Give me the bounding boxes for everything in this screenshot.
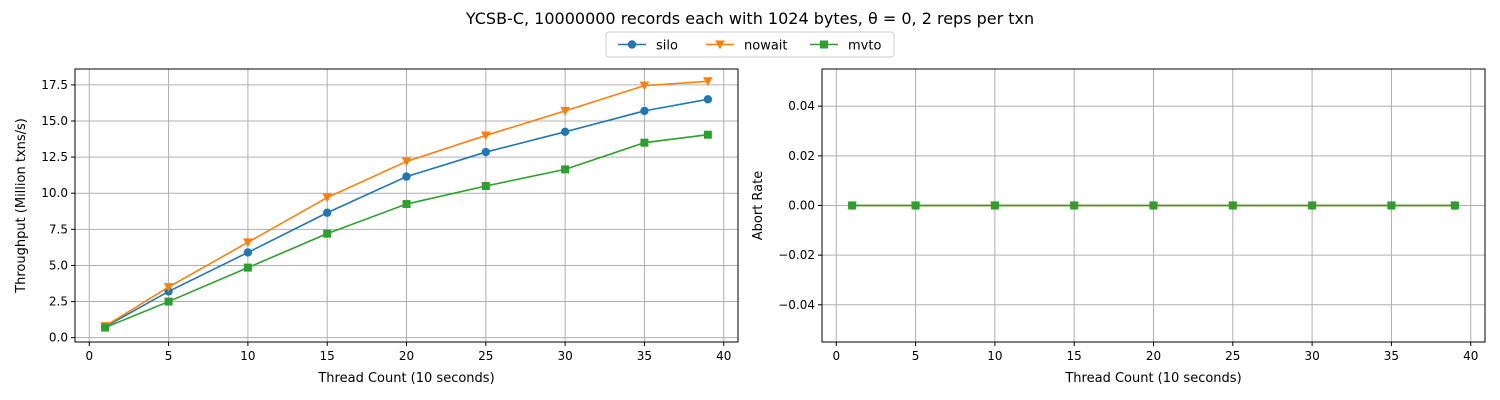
- y-tick-label: 17.5: [41, 78, 68, 92]
- legend-entry-nowait: nowait: [706, 39, 788, 54]
- y-axis-label: Abort Rate: [751, 171, 766, 240]
- data-point-mvto: [1149, 201, 1158, 210]
- data-point-mvto: [640, 138, 649, 147]
- y-tick-label: 15.0: [41, 114, 68, 128]
- data-point-silo: [402, 172, 411, 181]
- figure-title: YCSB-C, 10000000 records each with 1024 …: [465, 9, 1034, 28]
- data-point-mvto: [402, 200, 411, 209]
- y-tick-label: 0.04: [788, 99, 815, 113]
- data-point-mvto: [703, 130, 712, 139]
- data-point-silo: [640, 106, 649, 116]
- data-point-mvto: [1228, 201, 1237, 210]
- legend-entry-silo: silo: [618, 39, 678, 54]
- data-point-nowait: [401, 157, 412, 167]
- series-mvto: [101, 130, 712, 332]
- data-point-silo: [560, 127, 570, 137]
- series-mvto: [848, 201, 1459, 210]
- legend-label: nowait: [744, 39, 788, 54]
- x-tick-label: 0: [85, 349, 93, 363]
- data-point-mvto: [481, 182, 490, 190]
- legend-label: silo: [656, 39, 678, 54]
- data-point-silo: [703, 95, 713, 104]
- y-tick-label: −0.02: [778, 248, 815, 262]
- y-tick-label: 12.5: [41, 150, 68, 164]
- plot-frame: [74, 68, 739, 343]
- legend-frame: [605, 31, 895, 58]
- legend-marker-nowait: [715, 40, 725, 50]
- x-tick-label: 10: [987, 349, 1002, 363]
- y-tick-label: 2.5: [49, 295, 68, 309]
- data-point-mvto: [990, 201, 999, 210]
- abort-rate-plot: 0 5 10 15 20 25 30 35 40 −0.04 −0.02 0.00 0.02 0.04 Th…: [751, 68, 1486, 386]
- y-tick-label: 0.00: [788, 199, 815, 213]
- legend-entry-mvto: mvto: [810, 39, 881, 54]
- x-tick-label: 15: [320, 349, 335, 363]
- data-point-mvto: [1308, 201, 1317, 210]
- y-tick-label: 7.5: [49, 222, 68, 236]
- data-point-nowait: [163, 283, 174, 292]
- plot-frame: [821, 68, 1486, 343]
- x-tick-label: 0: [832, 349, 840, 363]
- data-point-nowait: [481, 131, 491, 141]
- data-point-mvto: [1450, 201, 1459, 210]
- data-point-mvto: [323, 229, 332, 238]
- data-point-mvto: [1070, 201, 1079, 210]
- x-tick-label: 15: [1067, 349, 1082, 363]
- data-point-silo: [481, 147, 491, 157]
- data-point-mvto: [101, 323, 110, 332]
- x-tick-label: 20: [1146, 349, 1161, 363]
- y-tick-label: 5.0: [49, 258, 68, 272]
- x-axis-label: Thread Count (10 seconds): [317, 371, 494, 386]
- data-point-nowait: [243, 238, 253, 248]
- y-tick-label: 10.0: [41, 186, 68, 200]
- data-point-nowait: [560, 106, 570, 116]
- x-tick-label: 25: [1225, 349, 1240, 363]
- x-tick-label: 40: [1463, 349, 1478, 363]
- x-tick-label: 30: [1304, 349, 1319, 363]
- data-point-nowait: [703, 77, 713, 87]
- x-axis-label: Thread Count (10 seconds): [1064, 371, 1241, 386]
- x-tick-label: 35: [637, 349, 652, 363]
- data-point-nowait: [639, 81, 650, 91]
- data-point-silo: [322, 208, 332, 217]
- x-tick-label: 5: [165, 349, 173, 363]
- data-point-mvto: [1387, 201, 1396, 210]
- x-tick-label: 20: [399, 349, 414, 363]
- x-tick-label: 35: [1384, 349, 1399, 363]
- legend: silo nowait mvto: [605, 31, 895, 58]
- y-tick-label: −0.04: [778, 298, 815, 312]
- data-point-mvto: [561, 165, 570, 174]
- x-tick-label: 25: [478, 349, 493, 363]
- throughput-plot: 0 5 10 15 20 25 30 35 40 0.0 2.5 5.0 7.5 10.0 12.5 15.0…: [14, 68, 739, 386]
- data-point-nowait: [322, 193, 332, 203]
- data-point-silo: [243, 248, 253, 257]
- data-point-mvto: [243, 263, 252, 272]
- legend-label: mvto: [848, 39, 881, 54]
- legend-marker-mvto: [820, 40, 828, 49]
- data-point-mvto: [164, 297, 173, 306]
- data-point-mvto: [848, 201, 857, 210]
- x-tick-label: 10: [240, 349, 255, 363]
- y-axis-label: Throughput (Million txns/s): [14, 118, 29, 294]
- x-tick-label: 30: [557, 349, 572, 363]
- series-nowait: [100, 77, 713, 331]
- legend-marker-silo: [627, 40, 637, 49]
- grid: [75, 69, 738, 342]
- x-tick-label: 5: [912, 349, 920, 363]
- data-point-mvto: [911, 201, 920, 210]
- x-tick-label: 40: [716, 349, 731, 363]
- y-tick-label: 0.0: [49, 331, 68, 345]
- y-tick-label: 0.02: [788, 149, 815, 163]
